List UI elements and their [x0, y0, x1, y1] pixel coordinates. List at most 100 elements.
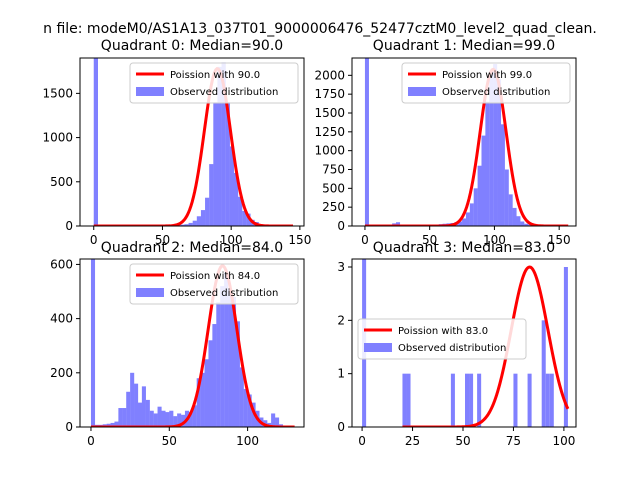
x-tick-label: 100: [483, 233, 506, 247]
x-tick-label: 75: [506, 434, 521, 448]
histogram-bar: [114, 421, 119, 427]
observed-histogram: [93, 58, 280, 226]
histogram-bar: [196, 378, 201, 427]
quadrant-3-panel: 0 25 50 75 100 0 1 2 3 Poission with 83.0 Observed…: [337, 240, 577, 448]
axes-frame: [79, 258, 305, 428]
y-tick-label: 400: [50, 312, 73, 326]
quadrant-3-title: Quadrant 3: Median=83.0: [373, 240, 555, 256]
histogram-bar: [489, 71, 494, 226]
histogram-bar: [209, 164, 214, 226]
y-tick-label: 1: [337, 367, 345, 381]
legend: Poission with 99.0 Observed distribution: [401, 62, 571, 104]
histogram-bar: [477, 165, 482, 226]
x-tick-label: 100: [236, 434, 259, 448]
histogram-bar: [473, 188, 478, 226]
histogram-bar: [196, 216, 202, 226]
observed-histogram: [364, 58, 568, 226]
histogram-bar: [485, 101, 490, 226]
histogram-bar: [192, 405, 197, 427]
histogram-bar: [364, 58, 369, 226]
x-tick-label: 25: [405, 434, 420, 448]
histogram-bar: [524, 223, 529, 226]
histogram-bar: [224, 272, 229, 427]
y-tick-label: 1750: [314, 87, 345, 101]
y-tick-label: 200: [50, 366, 73, 380]
x-tick-label: 0: [361, 233, 369, 247]
histogram-bar: [157, 406, 162, 427]
legend-poisson-label: Poission with 84.0: [170, 271, 260, 282]
histogram-bar: [500, 124, 505, 226]
legend-observed-label: Observed distribution: [170, 288, 278, 299]
histogram-bar: [213, 102, 218, 226]
y-tick-label: 750: [322, 162, 345, 176]
observed-histogram: [90, 259, 291, 427]
histogram-bar: [275, 417, 280, 427]
y-tick-label: 0: [65, 219, 73, 233]
histogram-bar: [181, 414, 186, 427]
histogram-bar: [545, 373, 550, 427]
histogram-bar: [469, 203, 474, 226]
legend: Poission with 83.0 Observed distribution: [357, 318, 527, 360]
histogram-bar: [216, 302, 221, 427]
histogram-bar: [126, 391, 131, 427]
histogram-bar: [165, 412, 170, 427]
poisson-curve: [364, 67, 569, 226]
y-tick-label: 500: [50, 175, 73, 189]
histogram-bar: [106, 423, 111, 427]
y-tick-label: 1250: [314, 125, 345, 139]
histogram-bar: [192, 220, 197, 226]
poisson-curve: [402, 265, 570, 427]
histogram-bar: [239, 367, 244, 427]
histogram-bar: [541, 320, 546, 427]
histogram-bar: [173, 416, 178, 427]
histogram-bar: [450, 373, 455, 427]
histogram-bar: [130, 372, 135, 427]
y-tick-label: 600: [50, 257, 73, 271]
histogram-bar: [208, 340, 213, 427]
legend-observed-swatch: [408, 87, 436, 96]
legend-observed-label: Observed distribution: [398, 343, 506, 354]
poisson-curve: [90, 264, 295, 427]
histogram-bar: [462, 218, 467, 226]
histogram-bar: [221, 62, 226, 226]
histogram-bar: [118, 408, 123, 427]
legend: Poission with 90.0 Observed distribution: [129, 62, 299, 104]
poisson-curve: [93, 67, 294, 226]
x-tick-label: 150: [548, 233, 571, 247]
y-tick-label: 1000: [42, 131, 73, 145]
histogram-bar: [469, 373, 474, 427]
legend-observed-label: Observed distribution: [442, 87, 550, 98]
y-tick-label: 3: [337, 260, 345, 274]
histogram-bar: [93, 58, 99, 226]
histogram-bar: [231, 296, 237, 427]
y-tick-label: 0: [337, 420, 345, 434]
histogram-bar: [177, 413, 182, 427]
quadrant-2-panel: 0 50 100 0 200 400 600 Poission with 84.0 Observ…: [50, 240, 305, 448]
figure-suptitle: n file: modeM0/AS1A13_037T01_9000006476_…: [43, 21, 597, 37]
histogram-bar: [188, 412, 193, 427]
histogram-bar: [188, 222, 193, 226]
legend: Poission with 84.0 Observed distribution: [129, 263, 299, 305]
histogram-bar: [180, 224, 185, 226]
histogram-bar: [243, 389, 248, 427]
legend-observed-swatch: [136, 87, 164, 96]
x-tick-label: 0: [87, 434, 95, 448]
histogram-bar: [528, 224, 533, 226]
histogram-bar: [271, 413, 276, 427]
histogram-bar: [225, 102, 230, 226]
legend-box: [357, 318, 527, 360]
quadrant-1-title: Quadrant 1: Median=99.0: [373, 38, 555, 54]
legend-observed-label: Observed distribution: [170, 87, 278, 98]
legend-poisson-label: Poission with 90.0: [170, 70, 260, 81]
histogram-bar: [90, 259, 96, 427]
histogram-bar: [122, 408, 127, 427]
y-tick-label: 1500: [314, 106, 345, 120]
histogram-bar: [465, 373, 470, 427]
x-tick-label: 50: [162, 434, 177, 448]
x-tick-label: 50: [155, 233, 170, 247]
x-tick-label: 50: [455, 434, 470, 448]
y-tick-label: 2: [337, 313, 345, 327]
